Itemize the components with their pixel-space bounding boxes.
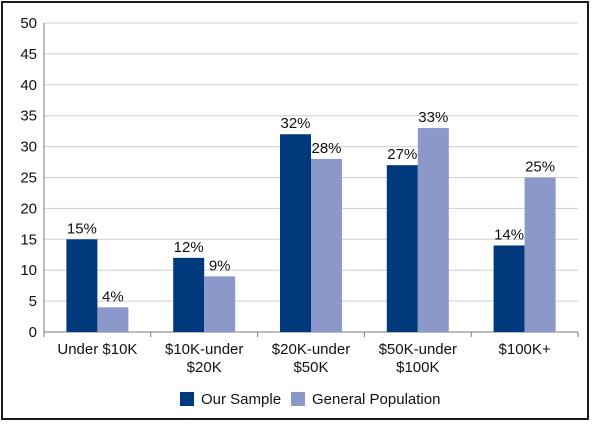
- x-tick-label: $20K-under: [272, 341, 350, 358]
- legend-swatch: [180, 392, 194, 406]
- legend-label: Our Sample: [201, 391, 281, 408]
- y-tick-label: 0: [29, 324, 37, 341]
- y-tick-label: 45: [20, 46, 37, 63]
- data-label: 9%: [209, 257, 231, 274]
- x-tick-label: Under $10K: [57, 341, 137, 358]
- y-tick-label: 15: [20, 231, 37, 248]
- data-label: 25%: [525, 159, 555, 176]
- bar: [386, 165, 418, 332]
- legend-swatch: [291, 392, 305, 406]
- bar: [417, 128, 449, 332]
- y-tick-label: 5: [29, 293, 37, 310]
- y-tick-label: 50: [20, 15, 37, 32]
- y-tick-label: 25: [20, 170, 37, 187]
- x-tick-label: $50K: [293, 359, 328, 376]
- bar: [280, 134, 311, 332]
- x-tick-label: $10K-under: [165, 341, 243, 358]
- data-label: 32%: [280, 115, 310, 132]
- y-tick-label: 20: [20, 200, 37, 217]
- y-tick-label: 40: [20, 77, 37, 94]
- bar: [311, 158, 342, 332]
- data-label: 28%: [311, 140, 341, 157]
- bar: [493, 245, 525, 332]
- data-label: 14%: [494, 226, 524, 243]
- legend-label: General Population: [312, 391, 440, 408]
- data-label: 27%: [387, 146, 417, 163]
- y-tick-label: 30: [20, 139, 37, 156]
- y-tick-label: 10: [20, 262, 37, 279]
- x-tick-label: $20K: [187, 359, 222, 376]
- data-label: 4%: [102, 288, 124, 305]
- data-label: 33%: [418, 109, 448, 126]
- data-label: 15%: [67, 220, 97, 237]
- x-tick-label: $100K+: [499, 341, 551, 358]
- bar: [173, 257, 205, 332]
- data-label: 12%: [174, 239, 204, 256]
- x-tick-label: $100K: [396, 359, 439, 376]
- bar: [97, 307, 129, 332]
- y-tick-label: 35: [20, 108, 37, 125]
- bar: [66, 239, 98, 332]
- bar: [524, 177, 556, 332]
- bar: [204, 276, 236, 332]
- x-tick-label: $50K-under: [379, 341, 457, 358]
